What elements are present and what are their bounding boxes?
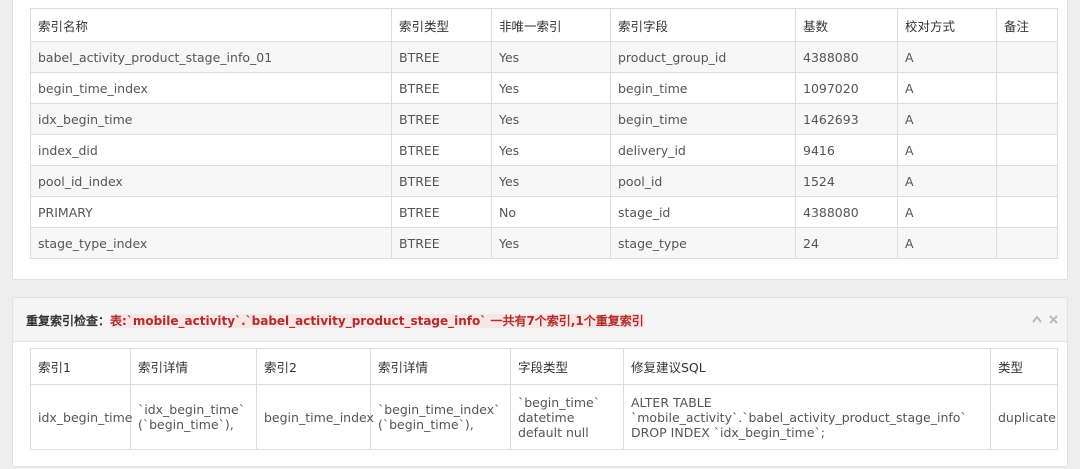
table-body: idx_begin_time `idx_begin_time` (`begin_t…	[30, 384, 1058, 450]
panel-controls[interactable]	[1031, 314, 1061, 324]
table-cell: babel_activity_product_stage_info_01	[30, 41, 392, 73]
header-row: 索引名称 索引类型 非唯一索引 索引字段 基数 校对方式 备注	[30, 8, 1058, 42]
table-cell: stage_id	[610, 196, 796, 228]
table-cell: A	[897, 134, 997, 166]
table-cell: `begin_time` datetime default null	[510, 384, 624, 450]
column-header: 基数	[795, 8, 898, 42]
table-cell: BTREE	[391, 165, 492, 197]
table-cell: product_group_id	[610, 41, 796, 73]
table-cell: stage_type	[610, 227, 796, 259]
column-header: 备注	[996, 8, 1058, 42]
table-cell: pool_id	[610, 165, 796, 197]
table-cell: A	[897, 196, 997, 228]
table-cell: 4388080	[795, 41, 898, 73]
header-row: 索引1 索引详情 索引2 索引详情 字段类型 修复建议SQL 类型	[30, 348, 1058, 385]
table-cell: Yes	[491, 134, 611, 166]
table-cell: begin_time	[610, 103, 796, 135]
table-cell	[996, 165, 1058, 197]
collapse-icon[interactable]	[1032, 315, 1042, 323]
table-cell	[996, 196, 1058, 228]
column-header: 索引1	[30, 348, 131, 385]
duplicate-panel: 重复索引检查：表:`mobile_activity`.`babel_activi…	[12, 297, 1068, 467]
label: 重复索引检查：	[26, 314, 111, 328]
table-cell: Yes	[491, 72, 611, 104]
table-cell	[996, 103, 1058, 135]
table-cell: A	[897, 165, 997, 197]
table-cell: A	[897, 103, 997, 135]
column-header: 索引字段	[610, 8, 796, 42]
duplicate-table: 索引1 索引详情 索引2 索引详情 字段类型 修复建议SQL 类型 idx_begin_ti…	[30, 348, 1058, 450]
table-row: begin_time_index BTREE Yes begin_time 109702…	[30, 72, 1058, 104]
column-header: 索引名称	[30, 8, 392, 42]
close-icon[interactable]	[1049, 315, 1058, 324]
table-cell: BTREE	[391, 196, 492, 228]
table-cell: begin_time_index	[30, 72, 392, 104]
table-row: babel_activity_product_stage_info_01 BTRE…	[30, 41, 1058, 73]
table-cell: BTREE	[391, 134, 492, 166]
table-cell: pool_id_index	[30, 165, 392, 197]
table-cell	[996, 72, 1058, 104]
table-cell: Yes	[491, 227, 611, 259]
table-row: idx_begin_time `idx_begin_time` (`begin_t…	[30, 384, 1058, 450]
table-row: stage_type_index BTREE Yes stage_type 24 A	[30, 227, 1058, 259]
table-cell: duplicate	[990, 384, 1058, 450]
table-cell	[996, 41, 1058, 73]
table-cell: index_did	[30, 134, 392, 166]
table-row: PRIMARY BTREE No stage_id 4388080 A	[30, 196, 1058, 228]
table-cell: A	[897, 41, 997, 73]
table-cell: Yes	[491, 41, 611, 73]
table-cell: Yes	[491, 103, 611, 135]
panel-header: 重复索引检查：表:`mobile_activity`.`babel_activi…	[13, 298, 1067, 342]
table-cell: A	[897, 227, 997, 259]
column-header: 字段类型	[510, 348, 624, 385]
table-cell	[996, 227, 1058, 259]
column-header: 修复建议SQL	[623, 348, 991, 385]
table-cell: PRIMARY	[30, 196, 392, 228]
table-cell: stage_type_index	[30, 227, 392, 259]
table-row: idx_begin_time BTREE Yes begin_time 1462693 A	[30, 103, 1058, 135]
column-header: 索引详情	[130, 348, 257, 385]
table-cell: ALTER TABLE `mobile_activity`.`babel_act…	[623, 384, 991, 450]
table-cell: A	[897, 72, 997, 104]
table-cell: 9416	[795, 134, 898, 166]
column-header: 索引2	[256, 348, 371, 385]
table-cell: BTREE	[391, 41, 492, 73]
table-row: index_did BTREE Yes delivery_id 9416 A	[30, 134, 1058, 166]
column-header: 索引详情	[370, 348, 511, 385]
index-table: 索引名称 索引类型 非唯一索引 索引字段 基数 校对方式 备注 babel_activity…	[30, 8, 1058, 259]
table-cell: `begin_time_index` (`begin_time`),	[370, 384, 511, 450]
table-cell: 1462693	[795, 103, 898, 135]
table-cell: BTREE	[391, 227, 492, 259]
column-header: 校对方式	[897, 8, 997, 42]
table-cell: begin_time_index	[256, 384, 374, 450]
table-cell	[996, 134, 1058, 166]
table-cell: idx_begin_time	[30, 384, 133, 450]
column-header: 非唯一索引	[491, 8, 611, 42]
table-cell: 4388080	[795, 196, 898, 228]
table-cell: delivery_id	[610, 134, 796, 166]
summary: 表:`mobile_activity`.`babel_activity_prod…	[110, 314, 644, 328]
table-cell: `idx_begin_time` (`begin_time`),	[130, 384, 257, 450]
column-header: 索引类型	[391, 8, 492, 42]
index-panel: 索引名称 索引类型 非唯一索引 索引字段 基数 校对方式 备注 babel_activity…	[12, 0, 1068, 280]
table-cell: BTREE	[391, 72, 492, 104]
table-cell: No	[491, 196, 611, 228]
table-cell: 24	[795, 227, 898, 259]
column-header: 类型	[990, 348, 1058, 385]
panel-title: 重复索引检查：表:`mobile_activity`.`babel_activi…	[26, 312, 644, 329]
table-cell: 1097020	[795, 72, 898, 104]
table-cell: Yes	[491, 165, 611, 197]
table-cell: BTREE	[391, 103, 492, 135]
table-cell: begin_time	[610, 72, 796, 104]
table-body: babel_activity_product_stage_info_01 BTRE…	[30, 41, 1058, 259]
table-cell: 1524	[795, 165, 898, 197]
table-cell: idx_begin_time	[30, 103, 392, 135]
table-row: pool_id_index BTREE Yes pool_id 1524 A	[30, 165, 1058, 197]
